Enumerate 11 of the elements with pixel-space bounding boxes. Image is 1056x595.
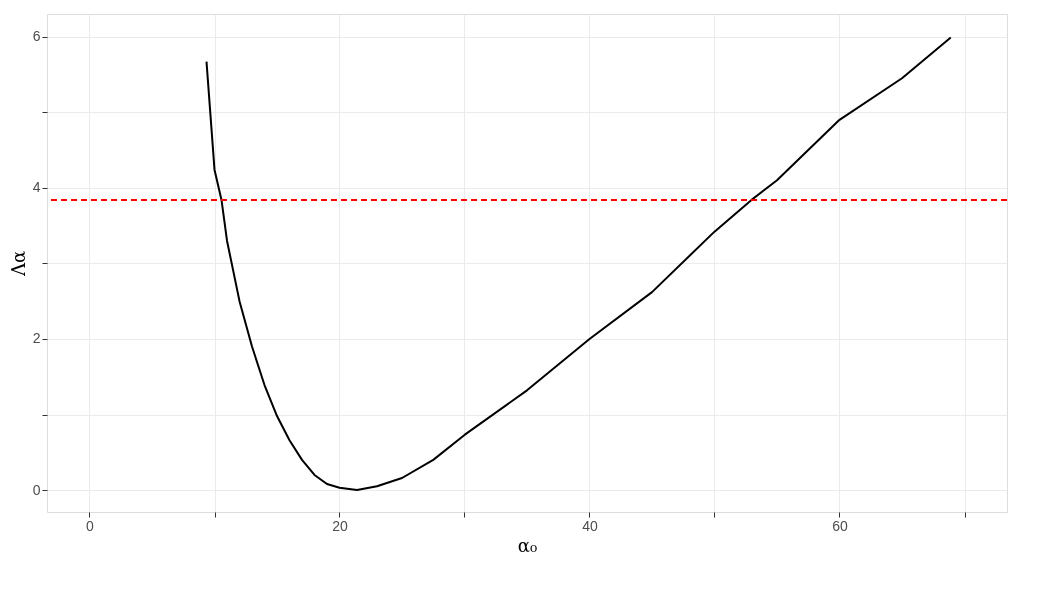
y-tick-label: 2 (32, 330, 41, 347)
x-tick-label: 0 (86, 517, 95, 534)
x-tick-label: 20 (332, 517, 348, 534)
x-tick-label: 60 (832, 517, 848, 534)
x-tick-label: 40 (582, 517, 598, 534)
line-series (205, 36, 952, 492)
y-tick-label: 0 (32, 481, 41, 498)
y-tick-label: 6 (32, 28, 41, 45)
x-axis-title: α₀ (517, 534, 538, 556)
y-tick-label: 4 (32, 179, 41, 196)
y-axis-title: Λα (7, 250, 29, 278)
